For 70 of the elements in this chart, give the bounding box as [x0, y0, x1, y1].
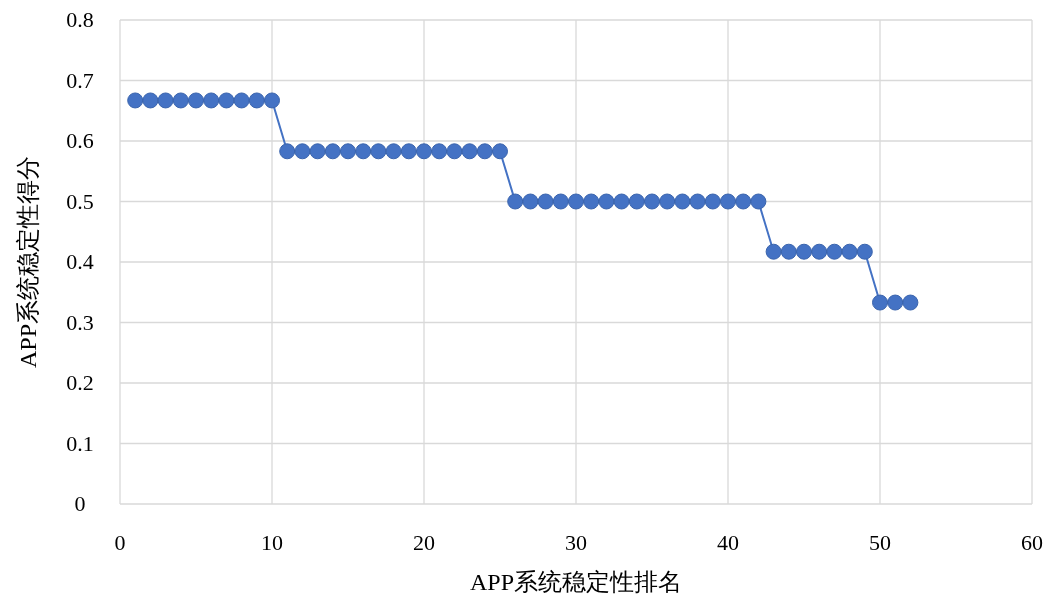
point [856, 243, 873, 260]
point [294, 143, 311, 160]
point [446, 143, 463, 160]
point [416, 143, 432, 160]
point [628, 193, 645, 210]
point [841, 243, 858, 260]
x-tick-label: 30 [565, 530, 587, 555]
x-tick-label: 0 [114, 530, 126, 555]
point [385, 143, 402, 160]
point [552, 193, 569, 210]
point [826, 243, 843, 260]
y-axis-title: APP系统稳定性得分 [15, 155, 41, 369]
point [340, 143, 356, 160]
point [400, 143, 417, 160]
point [355, 143, 372, 160]
point [872, 294, 888, 311]
y-tick-label: 0.8 [66, 7, 94, 32]
point [750, 193, 767, 210]
point [598, 193, 615, 210]
x-tick-label: 40 [717, 530, 739, 555]
point [461, 143, 478, 160]
point [476, 143, 493, 160]
point [172, 92, 189, 109]
point [796, 243, 812, 260]
point [568, 193, 584, 210]
y-tick-label: 0.7 [66, 67, 94, 93]
point [659, 193, 676, 210]
point [309, 143, 326, 160]
y-tick-label: 0.5 [66, 188, 94, 214]
point [720, 193, 736, 210]
point [537, 193, 554, 210]
point [507, 193, 524, 210]
point [324, 143, 341, 160]
point [583, 193, 600, 210]
point [704, 193, 721, 210]
point [765, 243, 782, 260]
point [370, 143, 387, 160]
point [644, 193, 660, 210]
x-axis-title: APP系统稳定性排名 [469, 569, 683, 595]
x-tick-label: 60 [1021, 530, 1043, 555]
point [233, 92, 250, 109]
point [689, 193, 706, 210]
point [780, 243, 797, 260]
point [431, 143, 448, 160]
y-tick-label: 0.3 [66, 309, 94, 335]
point [279, 143, 296, 160]
y-tick-label: 0.2 [66, 370, 94, 395]
point [127, 92, 144, 109]
point [811, 243, 828, 260]
point [188, 92, 204, 109]
y-tick-label: 0.4 [66, 249, 94, 274]
x-tick-label: 50 [869, 530, 891, 555]
point [248, 92, 265, 109]
point [522, 193, 539, 210]
point [157, 92, 174, 109]
point [203, 92, 220, 109]
point [142, 92, 159, 109]
y-tick-label: 0 [74, 491, 86, 516]
point [264, 92, 280, 109]
point [218, 92, 235, 109]
point [674, 193, 691, 210]
y-tick-label: 0.6 [66, 128, 94, 153]
point [902, 294, 919, 311]
x-tick-label: 10 [261, 530, 283, 555]
point [887, 294, 904, 311]
point [735, 193, 752, 210]
point [613, 193, 630, 210]
x-tick-label: 20 [413, 530, 435, 555]
y-tick-label: 0.1 [66, 430, 94, 456]
point [492, 143, 508, 160]
